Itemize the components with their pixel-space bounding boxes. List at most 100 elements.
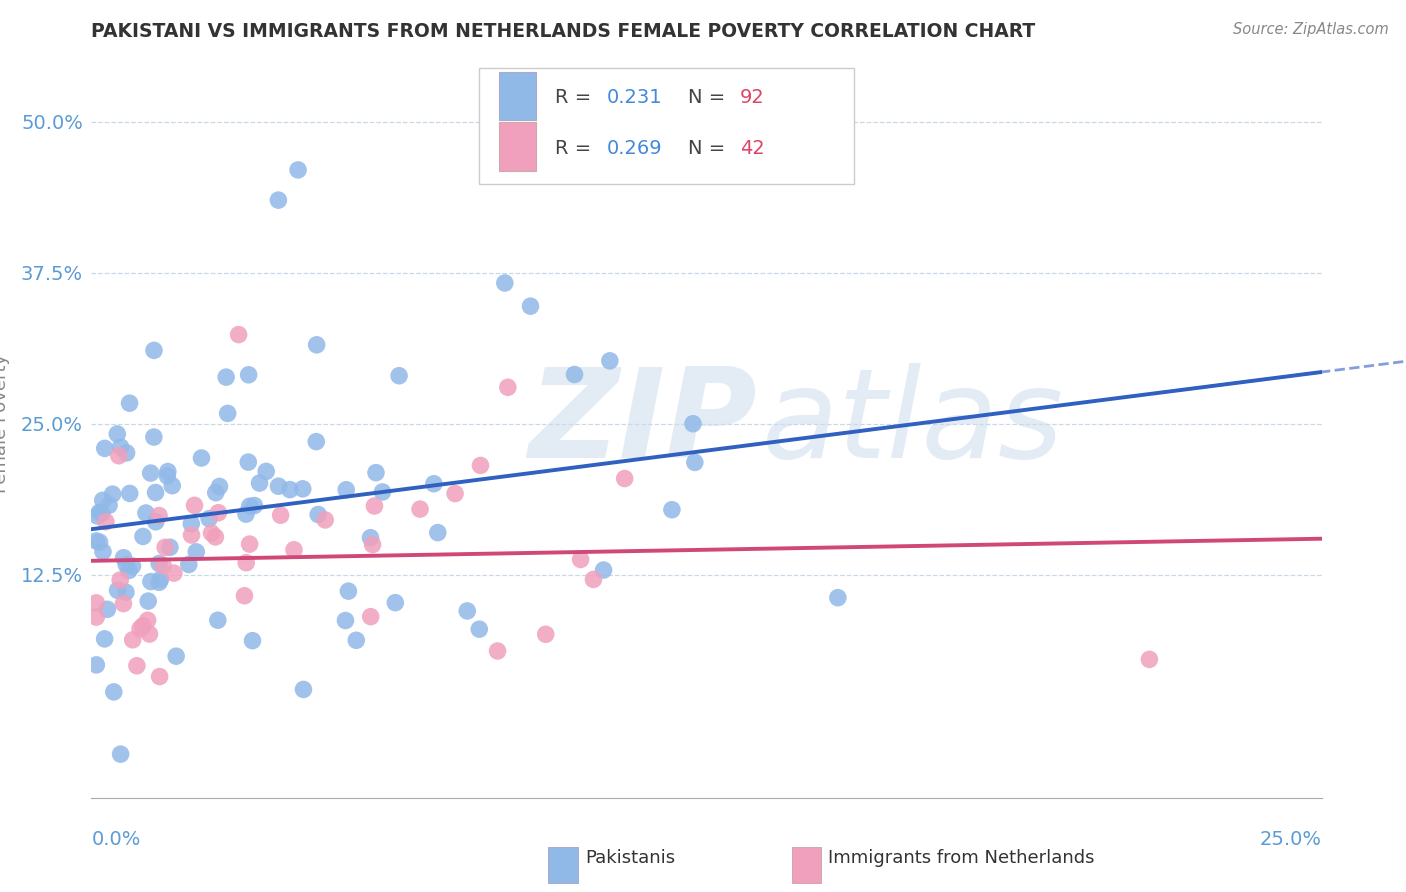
Point — [423, 476, 446, 491]
Point — [371, 484, 394, 499]
Point — [148, 508, 170, 523]
Point — [91, 544, 114, 558]
Point — [153, 541, 176, 555]
Point — [90, 507, 112, 521]
Point — [582, 573, 605, 587]
Point — [138, 627, 160, 641]
Text: N =: N = — [688, 88, 731, 107]
Point — [86, 596, 108, 610]
Point — [242, 633, 264, 648]
Point — [267, 193, 290, 207]
Point — [364, 466, 387, 480]
Text: 42: 42 — [740, 139, 765, 158]
Point — [110, 440, 132, 454]
Y-axis label: Female Poverty: Female Poverty — [0, 354, 10, 493]
Point — [470, 458, 492, 473]
Point — [125, 658, 148, 673]
Point — [235, 556, 257, 570]
Point — [267, 479, 290, 493]
Point — [93, 632, 115, 646]
Point — [337, 584, 360, 599]
Point — [135, 506, 157, 520]
Point — [112, 550, 135, 565]
Point — [177, 558, 200, 572]
Point — [101, 487, 124, 501]
Point — [149, 669, 172, 683]
FancyBboxPatch shape — [499, 122, 536, 171]
Point — [108, 573, 131, 587]
Point — [228, 327, 250, 342]
Text: 92: 92 — [740, 88, 765, 107]
Point — [314, 513, 336, 527]
Point — [165, 649, 187, 664]
Text: Pakistanis: Pakistanis — [585, 849, 675, 867]
Point — [233, 589, 256, 603]
Point — [108, 449, 131, 463]
Point — [287, 162, 309, 177]
Point — [494, 276, 516, 290]
FancyBboxPatch shape — [499, 71, 536, 120]
Point — [243, 499, 266, 513]
Point — [118, 486, 141, 500]
Point — [139, 466, 162, 480]
Point — [361, 538, 384, 552]
Point — [145, 485, 167, 500]
Point — [599, 354, 621, 368]
Point — [86, 610, 108, 624]
Point — [238, 455, 260, 469]
Point — [307, 508, 329, 522]
Point — [89, 505, 111, 519]
Point — [569, 552, 592, 566]
Point — [107, 583, 129, 598]
Point — [661, 502, 683, 516]
Point — [121, 559, 143, 574]
Point — [444, 486, 467, 500]
Point — [207, 506, 229, 520]
Point — [534, 627, 557, 641]
Point — [208, 479, 231, 493]
Text: PAKISTANI VS IMMIGRANTS FROM NETHERLANDS FEMALE POVERTY CORRELATION CHART: PAKISTANI VS IMMIGRANTS FROM NETHERLANDS… — [91, 22, 1036, 41]
Point — [283, 542, 305, 557]
Point — [360, 609, 382, 624]
Point — [129, 622, 152, 636]
Point — [152, 558, 174, 573]
Point — [136, 594, 159, 608]
Text: R =: R = — [555, 88, 598, 107]
Point — [93, 442, 115, 456]
Point — [149, 572, 172, 586]
Point — [121, 632, 143, 647]
Point — [278, 483, 301, 497]
Text: 0.0%: 0.0% — [91, 830, 141, 849]
Point — [204, 485, 226, 500]
Point — [148, 557, 170, 571]
Point — [86, 508, 108, 523]
Point — [683, 455, 706, 469]
Point — [160, 478, 183, 492]
Point — [145, 515, 167, 529]
Point — [136, 613, 159, 627]
Point — [239, 537, 262, 551]
Point — [200, 526, 222, 541]
Point — [115, 585, 138, 599]
Point — [204, 530, 226, 544]
Point — [292, 682, 315, 697]
Text: R =: R = — [555, 139, 598, 158]
Point — [468, 622, 491, 636]
Point — [115, 558, 138, 572]
Text: N =: N = — [688, 139, 731, 158]
Point — [156, 465, 179, 479]
Point — [183, 499, 205, 513]
Point — [305, 338, 328, 352]
Point — [486, 644, 509, 658]
Point — [86, 657, 108, 672]
Point — [186, 545, 208, 559]
Point — [592, 563, 614, 577]
Text: 0.269: 0.269 — [607, 139, 662, 158]
Point — [519, 299, 541, 313]
Text: Source: ZipAtlas.com: Source: ZipAtlas.com — [1233, 22, 1389, 37]
Point — [496, 380, 519, 394]
Point — [335, 614, 357, 628]
Point — [110, 747, 132, 761]
Point — [426, 525, 449, 540]
Point — [148, 575, 170, 590]
